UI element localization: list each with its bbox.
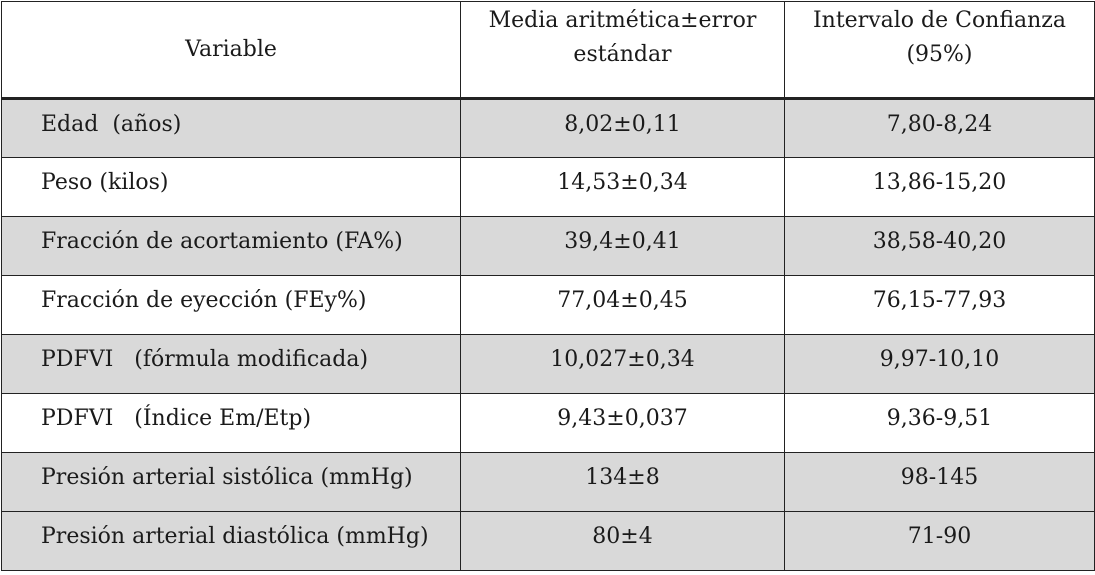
table-header: Variable Media aritmética±error estándar… <box>1 1 1095 99</box>
header-mean-line1: Media aritmética±error <box>488 8 757 33</box>
row-ci: 98-145 <box>784 452 1095 512</box>
table-body: Edad (años) 8,02±0,11 7,80-8,24 Peso (ki… <box>1 98 1095 571</box>
row-ci: 76,15-77,93 <box>784 275 1095 335</box>
row-ci: 38,58-40,20 <box>784 216 1095 276</box>
table-row: PDFVI (Índice Em/Etp) 9,43±0,037 9,36-9,… <box>1 393 1095 453</box>
row-mean: 80±4 <box>460 511 785 571</box>
row-ci: 7,80-8,24 <box>784 98 1095 158</box>
table-row: Fracción de eyección (FEy%) 77,04±0,45 7… <box>1 275 1095 335</box>
row-variable: Edad (años) <box>1 98 461 158</box>
row-mean: 10,027±0,34 <box>460 334 785 394</box>
row-mean: 14,53±0,34 <box>460 157 785 217</box>
row-mean: 39,4±0,41 <box>460 216 785 276</box>
header-variable-label: Variable <box>185 36 277 62</box>
row-variable: Fracción de acortamiento (FA%) <box>1 216 461 276</box>
row-variable: Presión arterial sistólica (mmHg) <box>1 452 461 512</box>
row-mean: 8,02±0,11 <box>460 98 785 158</box>
header-row: Variable Media aritmética±error estándar… <box>1 1 1095 99</box>
header-mean-line2: estándar <box>573 42 672 67</box>
row-mean: 134±8 <box>460 452 785 512</box>
row-variable: PDFVI (Índice Em/Etp) <box>1 393 461 453</box>
row-variable: Peso (kilos) <box>1 157 461 217</box>
table-row: Presión arterial diastólica (mmHg) 80±4 … <box>1 511 1095 571</box>
row-variable: Presión arterial diastólica (mmHg) <box>1 511 461 571</box>
table-row: Fracción de acortamiento (FA%) 39,4±0,41… <box>1 216 1095 276</box>
row-mean: 77,04±0,45 <box>460 275 785 335</box>
row-ci: 9,97-10,10 <box>784 334 1095 394</box>
row-variable: PDFVI (fórmula modificada) <box>1 334 461 394</box>
header-variable: Variable <box>1 1 461 99</box>
row-variable: Fracción de eyección (FEy%) <box>1 275 461 335</box>
table-row: PDFVI (fórmula modificada) 10,027±0,34 9… <box>1 334 1095 394</box>
header-ci-line2: (95%) <box>906 42 973 67</box>
table-row: Presión arterial sistólica (mmHg) 134±8 … <box>1 452 1095 512</box>
header-ci-line1: Intervalo de Confianza <box>812 8 1067 33</box>
row-ci: 13,86-15,20 <box>784 157 1095 217</box>
row-ci: 71-90 <box>784 511 1095 571</box>
row-ci: 9,36-9,51 <box>784 393 1095 453</box>
header-mean: Media aritmética±error estándar <box>460 1 785 99</box>
table-row: Edad (años) 8,02±0,11 7,80-8,24 <box>1 98 1095 158</box>
row-mean: 9,43±0,037 <box>460 393 785 453</box>
header-ci: Intervalo de Confianza (95%) <box>784 1 1095 99</box>
table-row: Peso (kilos) 14,53±0,34 13,86-15,20 <box>1 157 1095 217</box>
